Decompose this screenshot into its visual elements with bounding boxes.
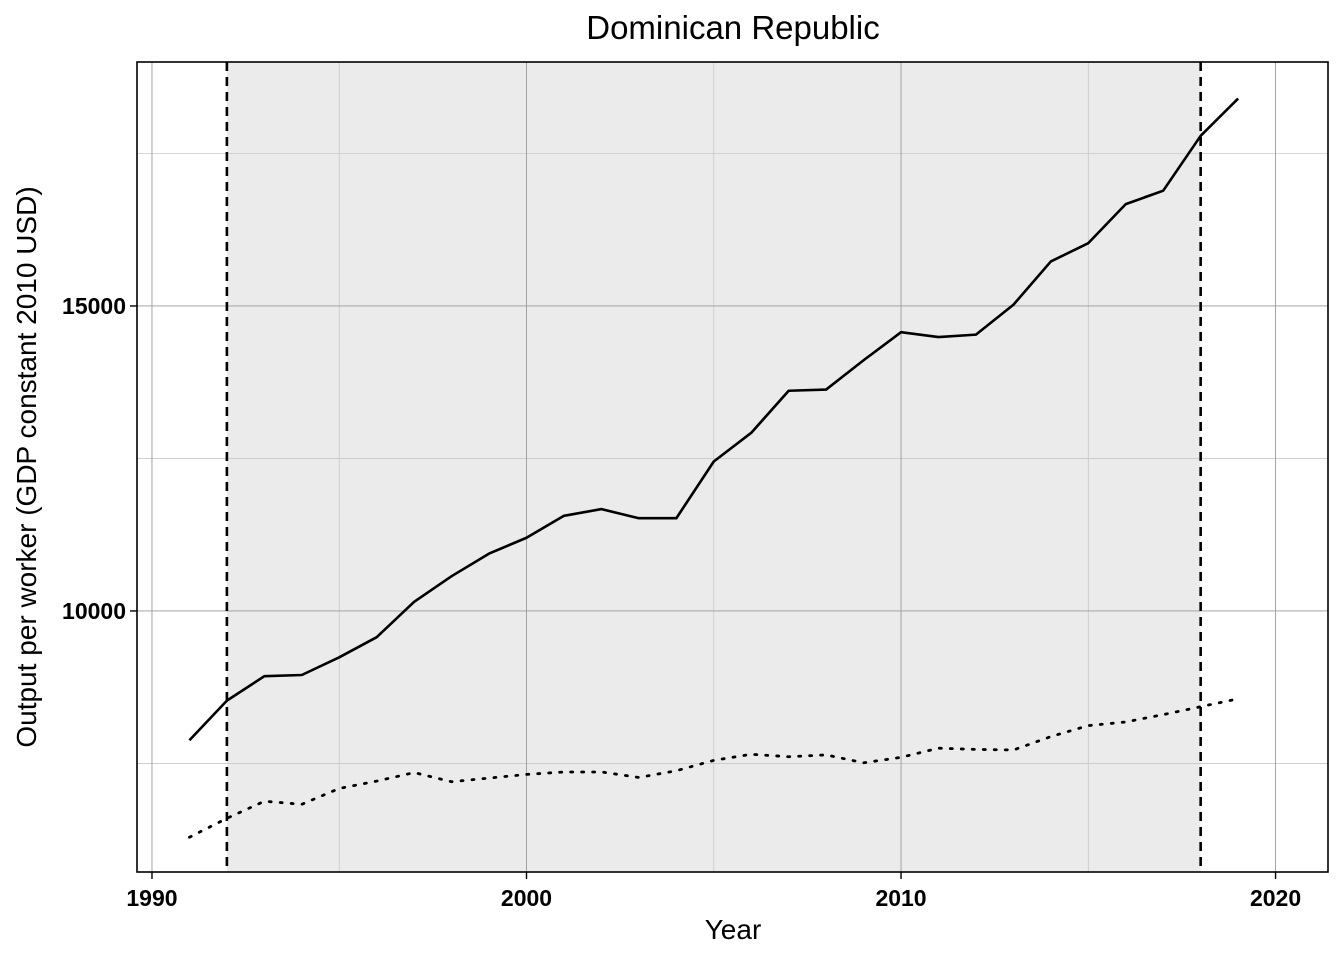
x-tick-label-2010: 2010 bbox=[875, 885, 926, 911]
x-tick-label-2020: 2020 bbox=[1250, 885, 1301, 911]
y-axis-label: Output per worker (GDP constant 2010 USD… bbox=[11, 186, 42, 747]
panel-border bbox=[136, 61, 1329, 873]
plot-area bbox=[136, 61, 1329, 873]
y-tick-label-15000: 15000 bbox=[62, 293, 126, 319]
x-axis-ticks: 1990 2000 2010 2020 bbox=[126, 872, 1301, 911]
x-tick-label-2000: 2000 bbox=[501, 885, 552, 911]
y-axis-ticks: 10000 15000 bbox=[62, 293, 137, 624]
chart-title: Dominican Republic bbox=[586, 9, 879, 46]
x-axis-label: Year bbox=[705, 914, 762, 945]
x-tick-label-1990: 1990 bbox=[126, 885, 177, 911]
y-tick-label-10000: 10000 bbox=[62, 598, 126, 624]
